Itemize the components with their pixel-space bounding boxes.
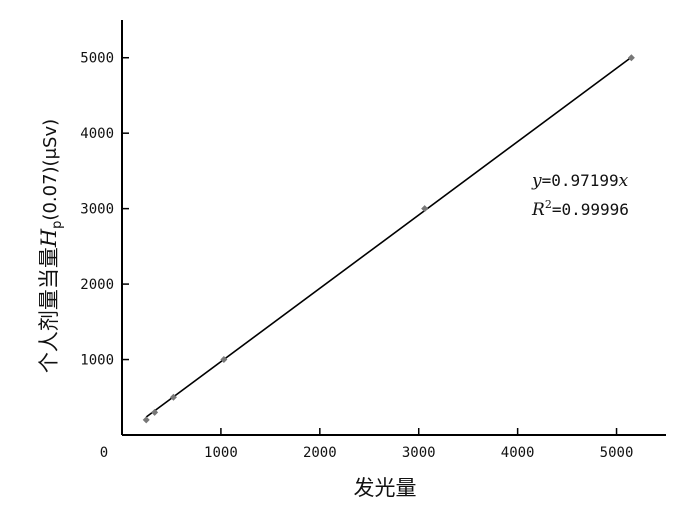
r-squared: R2=0.99996 — [531, 198, 629, 220]
y-axis-title-symbol: H — [37, 228, 61, 248]
y-tick-label: 3000 — [80, 202, 114, 218]
svg-text:个人剂量当量Hp(0.07)(μSv): 个人剂量当量Hp(0.07)(μSv) — [37, 119, 65, 373]
y-axis-title-suffix: (0.07)(μSv) — [40, 119, 61, 221]
r-squared-rest: =0.99996 — [552, 200, 629, 219]
data-points — [142, 54, 635, 424]
y-axis-title: 个人剂量当量Hp(0.07)(μSv) — [37, 119, 65, 373]
x-tick-label: 4000 — [501, 445, 535, 461]
fit-equation-rest: =0.97199 — [542, 171, 619, 190]
r-squared-var: R — [531, 200, 545, 220]
fit-equation-yvar: y — [531, 171, 542, 191]
data-point — [627, 54, 635, 62]
x-tick-label: 5000 — [600, 445, 634, 461]
y-axis-title-main: 个人剂量当量 — [37, 247, 61, 373]
y-tick-label: 4000 — [80, 126, 114, 142]
data-point — [142, 416, 150, 424]
data-point — [151, 408, 159, 416]
data-point — [169, 393, 177, 401]
x-axis-title: 发光量 — [354, 476, 417, 500]
x-tick-label: 3000 — [402, 445, 436, 461]
y-tick-label: 2000 — [80, 277, 114, 293]
data-point — [220, 356, 228, 364]
fit-line-group — [145, 56, 632, 418]
data-point — [421, 205, 429, 213]
fit-equation: y=0.97199x — [531, 171, 629, 191]
y-tick-label: 5000 — [80, 51, 114, 67]
x-tick-label: 2000 — [303, 445, 337, 461]
r-squared-sup: 2 — [545, 198, 552, 211]
axis-ticks: 0 1000 2000 3000 4000 5000 1000 2000 3000 4000 500… — [80, 51, 633, 461]
y-tick-label: 1000 — [80, 353, 114, 369]
x-tick-label: 0 — [100, 445, 108, 461]
fit-equation-xvar: x — [619, 171, 629, 191]
y-axis-title-subscript: p — [50, 221, 65, 229]
fit-line — [145, 56, 632, 418]
x-tick-label: 1000 — [204, 445, 238, 461]
